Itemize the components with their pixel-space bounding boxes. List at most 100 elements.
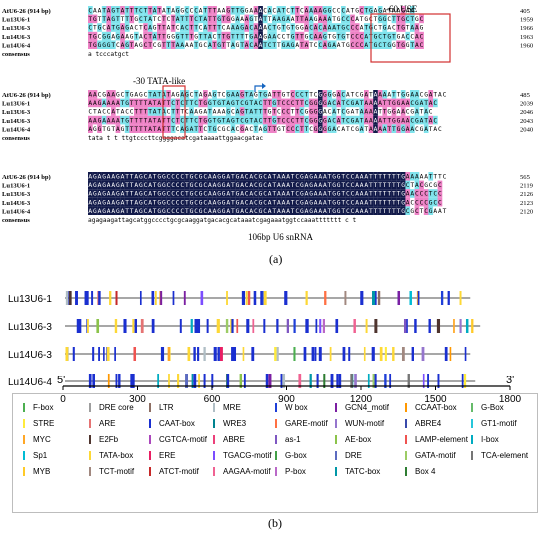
residue-shade — [111, 40, 116, 49]
residue: A — [323, 25, 327, 32]
residue: T — [208, 16, 212, 23]
residue: C — [144, 92, 148, 99]
residue: T — [263, 117, 267, 124]
residue: G — [217, 208, 221, 215]
residue: C — [415, 191, 419, 198]
residue-shade — [226, 31, 231, 41]
residue: T — [111, 126, 115, 133]
residue-shade — [101, 40, 107, 49]
residue: A — [433, 208, 437, 215]
residue-shade — [249, 14, 254, 24]
residue: A — [323, 208, 327, 215]
residue: C — [346, 208, 350, 215]
motif-mark — [98, 291, 101, 305]
residue: C — [295, 92, 299, 99]
track-label: Lu14U6-4 — [8, 377, 52, 388]
residue: G — [139, 182, 143, 189]
residue-shade — [161, 40, 167, 49]
residue-shade — [267, 115, 273, 125]
residue-shade — [281, 98, 286, 108]
residue-shade — [92, 40, 98, 49]
residue: G — [337, 199, 341, 206]
residue-shade — [304, 189, 309, 198]
residue: T — [295, 117, 299, 124]
residue: T — [420, 208, 424, 215]
residue-shade — [184, 172, 190, 181]
residue: A — [231, 25, 235, 32]
residue-shade — [267, 23, 273, 32]
residue-shade — [212, 180, 217, 190]
residue: C — [245, 174, 249, 181]
residue-shade — [212, 90, 217, 99]
residue: G — [259, 182, 263, 189]
residue: A — [355, 182, 359, 189]
residue: A — [360, 174, 364, 181]
residue: G — [217, 174, 221, 181]
residue-shade — [331, 197, 337, 207]
residue-shade — [322, 124, 328, 133]
residue: T — [121, 100, 125, 107]
residue-shade — [230, 206, 236, 215]
residue: T — [410, 182, 414, 189]
residue: G — [332, 33, 336, 40]
residue: T — [139, 25, 143, 32]
residue-shade — [258, 180, 263, 190]
residue: C — [433, 199, 437, 206]
residue: G — [337, 182, 341, 189]
residue: T — [291, 208, 295, 215]
residue-shade — [226, 6, 231, 15]
motif-track: Lu14U6-4 — [8, 374, 476, 388]
residue-shade — [350, 23, 355, 32]
residue: C — [263, 174, 267, 181]
residue-shade — [147, 124, 153, 133]
residue-shade — [281, 206, 286, 215]
residue-shade — [410, 98, 415, 108]
legend-item: AAGAA-motif — [213, 466, 271, 476]
residue: T — [300, 117, 304, 124]
residue: T — [171, 25, 175, 32]
motif-mark — [96, 319, 100, 333]
residue: T — [374, 208, 378, 215]
residue: C — [415, 126, 419, 133]
residue: A — [415, 109, 419, 116]
residue: A — [134, 42, 138, 49]
residue-shade — [147, 206, 153, 215]
residue: T — [300, 42, 304, 49]
residue: C — [213, 33, 217, 40]
residue: G — [309, 182, 313, 189]
motif-mark — [191, 374, 194, 388]
residue-shade — [106, 98, 112, 108]
residue-shade — [345, 14, 351, 24]
residue: T — [162, 25, 166, 32]
residue: A — [346, 8, 350, 15]
residue-shade — [106, 40, 112, 49]
residue-shade — [318, 90, 323, 99]
motif-mark — [246, 319, 250, 333]
residue: T — [208, 25, 212, 32]
residue: G — [328, 42, 332, 49]
legend-item: MYB — [23, 466, 50, 476]
consensus-label: consensus — [2, 51, 30, 58]
residue: A — [364, 208, 368, 215]
residue: C — [171, 208, 175, 215]
residue-shade — [157, 90, 162, 99]
residue-shade — [97, 23, 102, 32]
motif-mark — [200, 291, 204, 305]
residue: T — [392, 199, 396, 206]
residue-shade — [120, 31, 125, 41]
residue: A — [332, 126, 336, 133]
residue-shade — [166, 124, 171, 133]
residue-shade — [364, 115, 369, 125]
residue: G — [125, 100, 129, 107]
residue-shade — [253, 31, 259, 41]
residue: A — [157, 100, 161, 107]
residue-shade — [147, 172, 153, 181]
residue-shade — [230, 180, 236, 190]
residue-shade — [318, 40, 323, 49]
residue: A — [107, 100, 111, 107]
residue: C — [194, 100, 198, 107]
residue: G — [245, 100, 249, 107]
residue-shade — [143, 107, 148, 116]
residue: A — [88, 182, 92, 189]
residue-shade — [115, 172, 121, 181]
